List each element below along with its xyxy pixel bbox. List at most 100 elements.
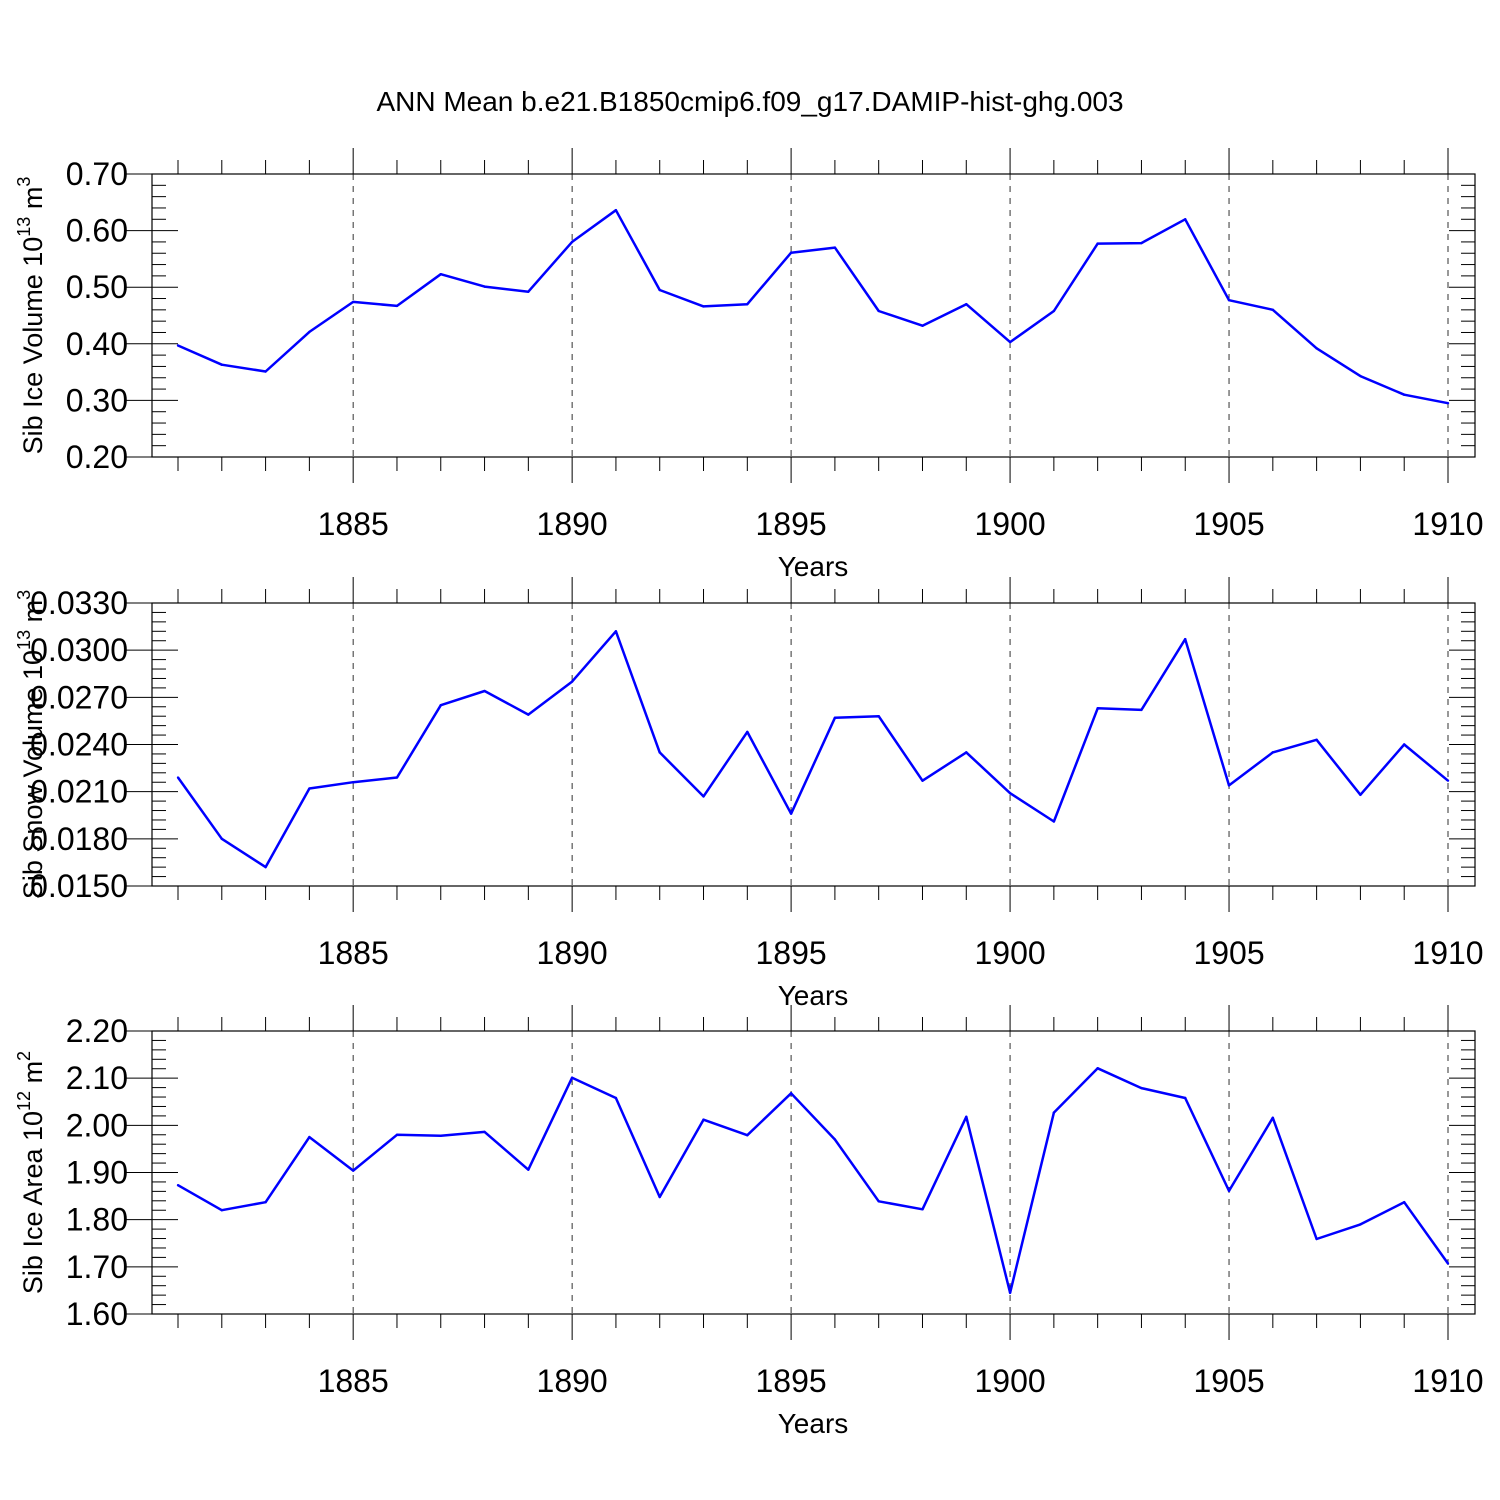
- y-tick-label: 1.80: [66, 1202, 128, 1238]
- data-point-1907: [1315, 1237, 1318, 1241]
- data-point-1903: [1140, 708, 1143, 712]
- x-tick-label: 1890: [537, 1363, 608, 1399]
- data-point-1890: [570, 240, 574, 244]
- data-point-1899: [965, 1115, 968, 1119]
- data-point-1908: [1359, 1223, 1362, 1226]
- data-point-1908: [1359, 374, 1362, 378]
- panel-2: 0.0150 0.0180 0.0210 0.0240 0.0270 0.0300 0.03…: [14, 577, 1484, 1011]
- x-tick-label: 1895: [756, 935, 827, 971]
- data-point-1885: [351, 1169, 355, 1172]
- data-point-1895: [789, 1092, 793, 1095]
- figure-title: ANN Mean b.e21.B1850cmip6.f09_g17.DAMIP-…: [376, 86, 1123, 117]
- y-tick-label: 0.70: [66, 156, 128, 192]
- plot-frame: [151, 173, 1476, 458]
- y-tick-label: 1.90: [66, 1155, 128, 1191]
- x-tick-label: 1900: [974, 935, 1045, 971]
- y-axis-label-main: Sib Ice Volume 10: [18, 237, 48, 455]
- y-tick-label: 0.0240: [30, 727, 128, 763]
- x-tick-label: 1890: [537, 935, 608, 971]
- data-point-1889: [527, 1168, 530, 1171]
- data-point-1895: [789, 812, 793, 815]
- data-point-1902: [1096, 242, 1099, 245]
- y-axis-label-main: Sib Ice Area 10: [18, 1111, 48, 1294]
- y-tick-label: 0.0210: [30, 774, 128, 810]
- x-axis-label: Years: [778, 980, 849, 1011]
- data-point-1907: [1315, 738, 1318, 741]
- data-point-1891: [614, 209, 618, 212]
- y-tick-label: 0.0270: [30, 679, 128, 715]
- y-axis-label-exponent: 12: [14, 1091, 34, 1111]
- data-point-1892: [658, 288, 661, 292]
- data-point-1904: [1184, 218, 1187, 221]
- data-point-1905: [1227, 299, 1231, 302]
- plot-frame: [151, 1030, 1476, 1315]
- data-point-1884: [308, 787, 311, 790]
- x-tick-label: 1885: [318, 506, 389, 542]
- series-line: [177, 208, 1449, 405]
- data-point-1906: [1271, 751, 1275, 754]
- y-tick-label: 0.0180: [30, 821, 128, 857]
- data-point-1888: [483, 1130, 486, 1134]
- data-point-1891: [614, 1096, 618, 1100]
- data-point-1897: [877, 309, 880, 313]
- data-point-1896: [833, 716, 837, 719]
- data-point-1899: [965, 302, 968, 306]
- data-point-1898: [921, 1208, 924, 1211]
- data-point-1889: [527, 713, 530, 716]
- data-point-1894: [746, 302, 749, 306]
- data-point-1892: [658, 1195, 661, 1199]
- y-axis-label: Sib Snow Volume 1013 m3: [14, 590, 48, 899]
- data-point-1903: [1140, 241, 1143, 245]
- data-point-1901: [1052, 820, 1056, 823]
- data-point-1909: [1403, 393, 1406, 396]
- data-point-1890: [570, 680, 574, 683]
- x-axis-label: Years: [778, 551, 849, 582]
- data-point-1894: [746, 730, 749, 734]
- data-point-1887: [439, 703, 442, 707]
- y-tick-label: 2.20: [66, 1013, 128, 1049]
- y-axis-label-unit-exponent: 3: [14, 590, 34, 600]
- y-axis-label-exponent: 13: [14, 217, 34, 237]
- data-point-1897: [877, 1200, 880, 1203]
- series-line: [177, 1067, 1450, 1295]
- data-point-1901: [1052, 1111, 1056, 1114]
- data-point-1907: [1315, 347, 1318, 350]
- data-point-1891: [614, 630, 618, 633]
- data-point-1895: [789, 251, 793, 254]
- data-point-1893: [702, 1118, 705, 1121]
- data-point-1904: [1184, 1096, 1187, 1100]
- data-point-1906: [1271, 1116, 1275, 1119]
- data-point-1892: [658, 751, 661, 754]
- y-tick-label: 2.10: [66, 1060, 128, 1096]
- y-axis-label: Sib Ice Volume 1013 m3: [14, 177, 48, 455]
- data-point-1881: [176, 344, 180, 347]
- y-tick-label: 1.60: [66, 1296, 128, 1332]
- data-point-1897: [877, 715, 880, 718]
- data-point-1900: [1008, 340, 1012, 344]
- panel-3: 1.60 1.70 1.80 1.90 2.00 2.10 2.20 1885 1890 1895…: [14, 1005, 1484, 1439]
- data-point-1887: [439, 272, 442, 276]
- x-tick-label: 1900: [974, 1363, 1045, 1399]
- y-axis-label-unit: m: [18, 1061, 48, 1091]
- y-axis-label-unit: m: [18, 600, 48, 630]
- y-tick-label: 0.0150: [30, 868, 128, 904]
- x-tick-label: 1910: [1412, 1363, 1483, 1399]
- data-point-1909: [1403, 1201, 1406, 1204]
- data-point-1906: [1271, 308, 1275, 312]
- series-line: [176, 630, 1449, 869]
- data-point-1898: [921, 324, 924, 327]
- data-point-1886: [395, 1133, 399, 1136]
- y-tick-label: 0.50: [66, 269, 128, 305]
- data-point-1905: [1227, 1189, 1231, 1193]
- y-tick-label: 0.60: [66, 213, 128, 249]
- panel-1: 0.20 0.30 0.40 0.50 0.60 0.70 1885 1890 1895 1900…: [14, 148, 1484, 582]
- x-tick-label: 1905: [1193, 506, 1264, 542]
- data-point-1886: [395, 304, 399, 308]
- data-point-1886: [395, 776, 399, 779]
- data-point-1902: [1096, 1067, 1099, 1070]
- data-point-1883: [264, 1201, 267, 1204]
- data-point-1904: [1184, 637, 1187, 641]
- x-tick-label: 1900: [974, 506, 1045, 542]
- x-tick-label: 1910: [1412, 506, 1483, 542]
- data-point-1903: [1140, 1086, 1143, 1090]
